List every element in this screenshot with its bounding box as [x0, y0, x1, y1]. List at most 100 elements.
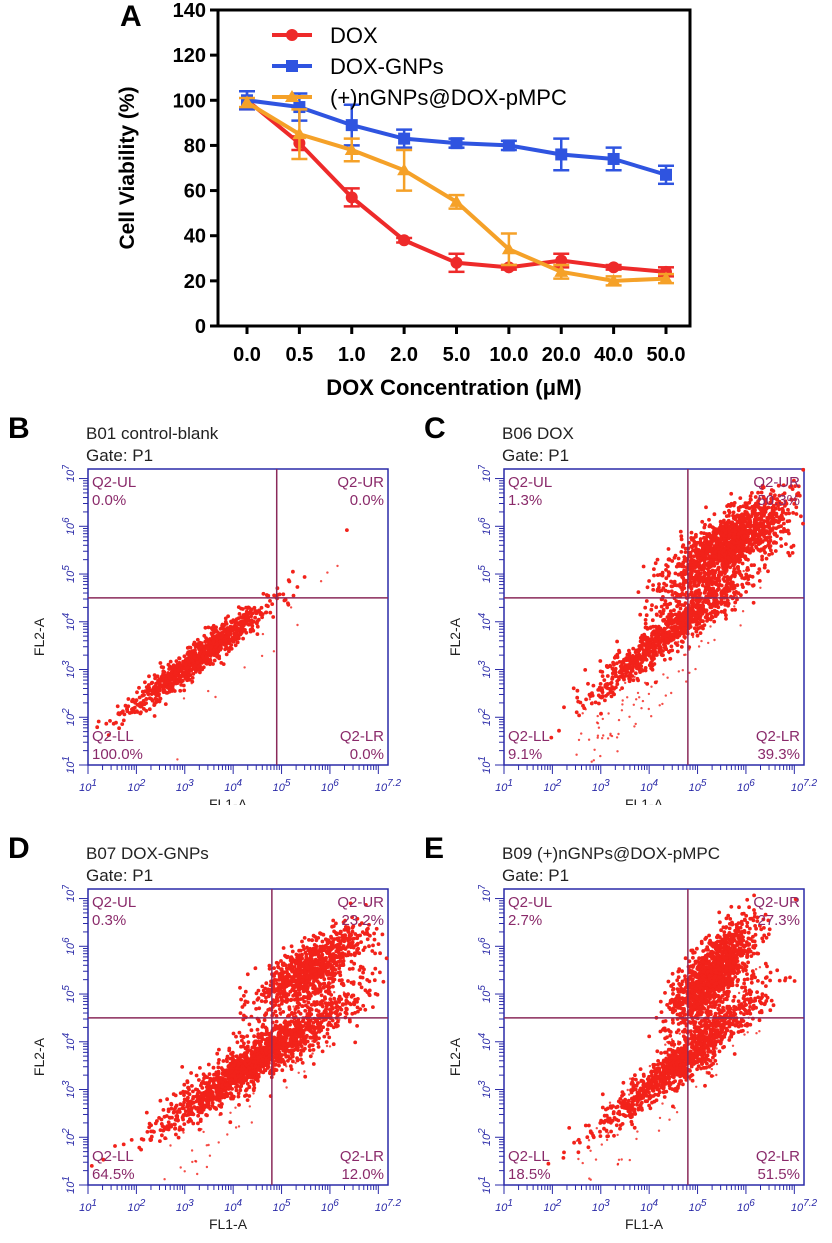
data-point [276, 961, 280, 966]
data-point [731, 513, 735, 518]
scatter-points [549, 467, 806, 763]
data-point [272, 989, 277, 994]
data-point [730, 528, 735, 533]
data-point [769, 488, 774, 492]
data-point [211, 662, 215, 666]
data-point [198, 640, 202, 645]
data-point [719, 609, 724, 614]
data-point [755, 524, 759, 529]
data-point [587, 692, 592, 697]
data-point [605, 686, 609, 690]
data-point [252, 1000, 256, 1005]
data-point [651, 654, 656, 658]
data-point [748, 518, 752, 523]
data-point [95, 725, 100, 730]
data-point [709, 614, 714, 619]
data-point [319, 948, 323, 953]
data-point [238, 632, 243, 637]
data-point [691, 635, 695, 639]
data-point [666, 602, 671, 607]
data-point [766, 540, 771, 544]
data-point [275, 992, 280, 997]
data-point [592, 759, 595, 762]
data-point [746, 557, 750, 562]
data-point [695, 633, 700, 638]
data-point [267, 963, 272, 968]
data-point [667, 557, 671, 561]
data-point [717, 579, 722, 583]
data-point [289, 606, 293, 609]
data-point [760, 532, 764, 537]
data-point [702, 558, 706, 563]
data-point [155, 685, 160, 690]
data-point [706, 573, 711, 578]
data-point [740, 512, 745, 517]
data-point [167, 685, 172, 690]
data-point [771, 512, 776, 517]
data-point [192, 664, 197, 668]
y-tick-label: 120 [173, 45, 206, 67]
data-point [274, 1013, 279, 1018]
x-axis-label: FL1-A [209, 1216, 248, 1230]
data-point [643, 605, 648, 610]
data-point [700, 639, 703, 643]
data-point [730, 583, 735, 587]
data-point [770, 509, 775, 514]
data-point [740, 561, 745, 566]
data-point [595, 721, 599, 724]
data-point [319, 580, 323, 583]
data-point [739, 624, 742, 627]
data-point [291, 569, 295, 574]
data-point [688, 606, 693, 611]
data-point [732, 535, 736, 539]
data-point [716, 584, 721, 588]
data-point [228, 637, 232, 642]
data-point [341, 959, 346, 963]
data-point [700, 553, 705, 558]
data-point [737, 572, 740, 575]
data-point [168, 659, 173, 664]
data-point [768, 492, 773, 497]
flow-plot-frame [87, 468, 389, 766]
data-point [606, 273, 621, 286]
quadrant-ll-value: 9.1% [508, 746, 542, 763]
data-point [722, 538, 726, 543]
data-point [261, 993, 266, 997]
data-point [712, 600, 716, 604]
data-point [685, 680, 688, 683]
panel-letter-c: C [424, 412, 446, 445]
data-point [699, 556, 703, 561]
data-point [733, 607, 737, 612]
data-point [170, 686, 175, 691]
series-line-1 [245, 98, 667, 274]
data-point [688, 550, 693, 555]
y-axis-label: Cell Viability (%) [116, 87, 139, 250]
data-point [147, 707, 152, 712]
data-point [195, 637, 200, 642]
data-point [632, 703, 635, 706]
data-point [746, 538, 750, 543]
data-point [617, 718, 621, 722]
data-point [748, 574, 752, 578]
data-point [574, 710, 579, 715]
data-point [744, 505, 749, 510]
data-point [163, 702, 168, 706]
data-point [603, 698, 607, 703]
data-point [628, 715, 631, 718]
data-point [617, 732, 620, 736]
data-point [261, 591, 266, 596]
data-point [723, 603, 728, 607]
data-point [689, 600, 694, 605]
data-point [145, 686, 150, 690]
data-point [268, 610, 273, 615]
quadrant-ul-name: Q2-UL [92, 474, 136, 491]
data-point [719, 536, 723, 541]
data-point [670, 648, 675, 653]
data-point [696, 562, 701, 567]
data-point [302, 936, 307, 940]
data-point [690, 570, 694, 575]
data-point [212, 653, 217, 658]
data-point [641, 699, 645, 703]
quadrant-ul-value: 0.0% [92, 492, 126, 509]
